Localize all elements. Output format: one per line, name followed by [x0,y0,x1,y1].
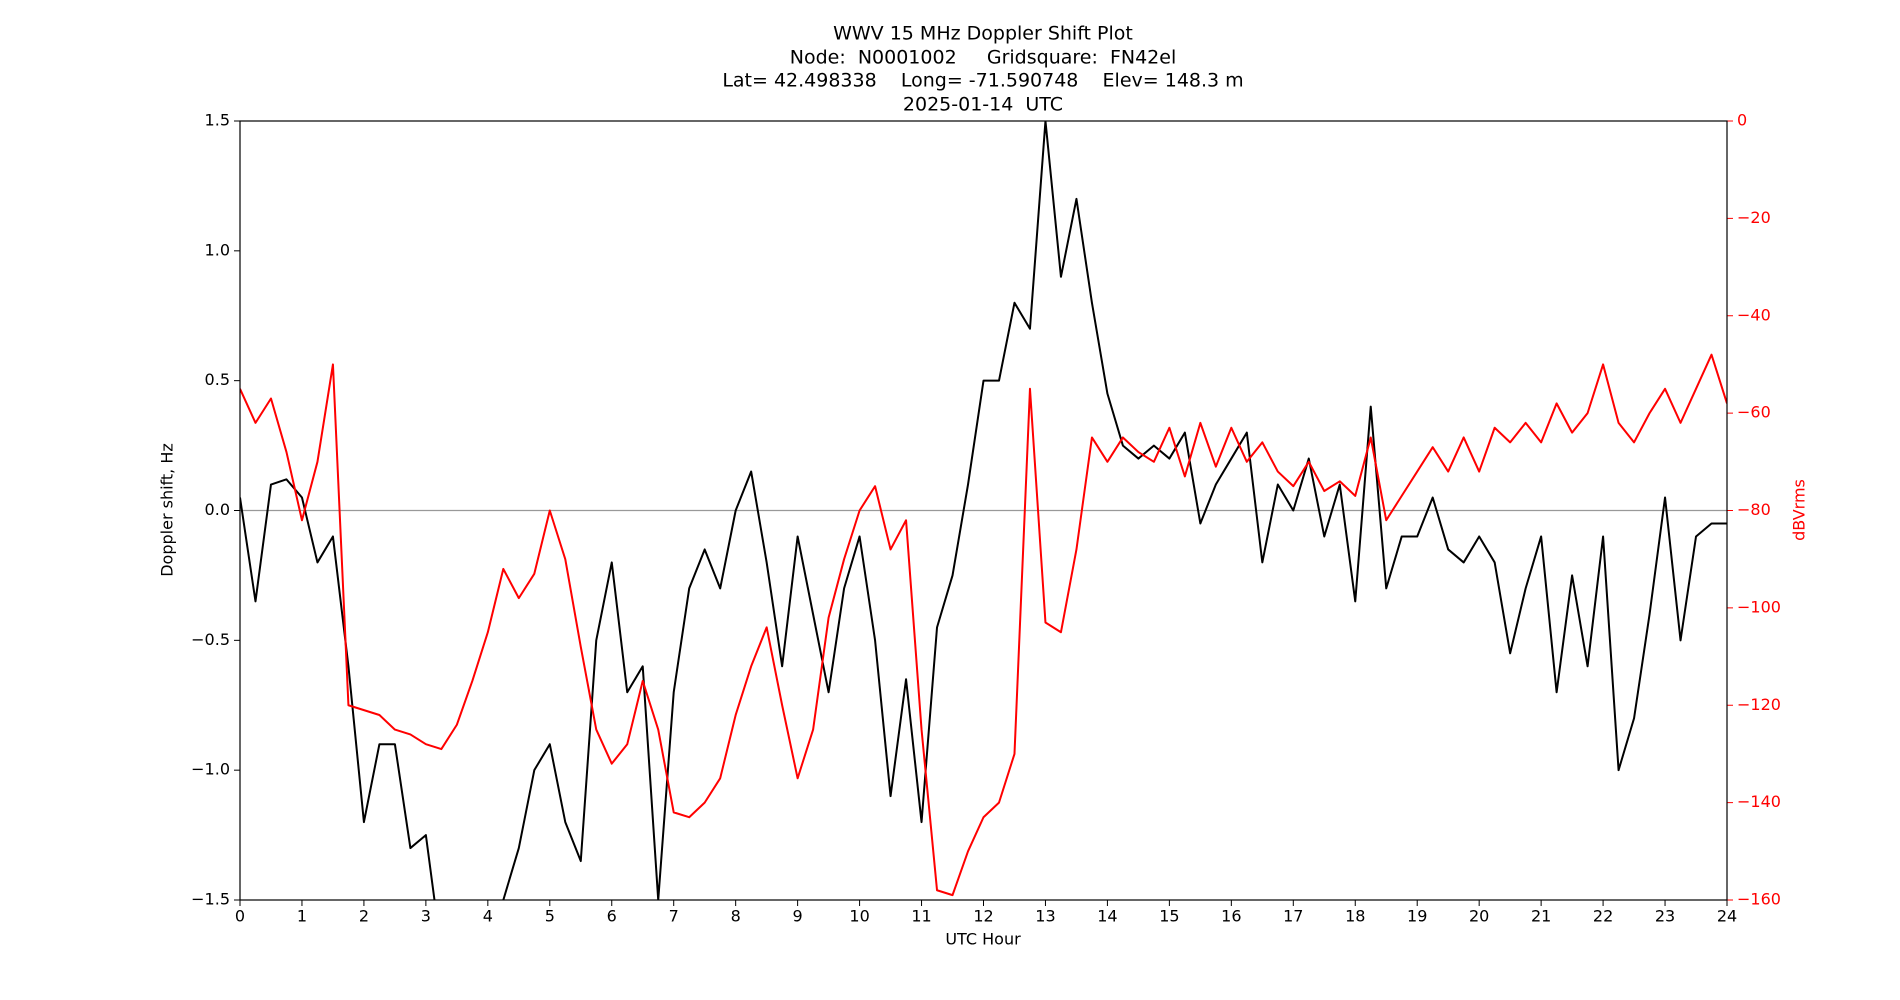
y-tick-label: 0.0 [205,500,230,519]
plot-frame [239,120,1728,901]
x-tick-label: 17 [1283,907,1303,926]
x-tick-label: 4 [483,907,493,926]
y-tick-label: −1.5 [191,890,230,909]
x-tick-label: 11 [911,907,931,926]
y2-tick-label: −100 [1737,597,1781,616]
y2-tick-label: −20 [1737,208,1771,227]
x-tick-label: 2 [359,907,369,926]
y2-tick-label: −80 [1737,500,1771,519]
x-tick-label: 15 [1159,907,1179,926]
y2-axis-label: dBVrms [1790,479,1809,541]
x-tick-label: 18 [1345,907,1365,926]
chart-subtitle: 2025-01-14 UTC [903,94,1063,116]
y-tick-label: 0.5 [205,370,230,389]
y2-tick-label: 0 [1737,111,1747,130]
x-tick-label: 6 [607,907,617,926]
y2-tick-label: −40 [1737,305,1771,324]
y2-tick-label: −120 [1737,695,1781,714]
x-tick-label: 8 [731,907,741,926]
chart-title: WWV 15 MHz Doppler Shift Plot [833,23,1133,45]
x-tick-label: 3 [421,907,431,926]
x-tick-label: 1 [297,907,307,926]
x-tick-label: 5 [545,907,555,926]
data-line [240,121,1727,900]
data-line [240,353,1727,897]
y2-tick-label: −160 [1737,890,1781,909]
y-axis-label: Doppler shift, Hz [158,443,177,577]
x-tick-label: 20 [1469,907,1489,926]
x-tick-label: 13 [1035,907,1055,926]
y-tick-label: −1.0 [191,760,230,779]
x-tick-label: 9 [793,907,803,926]
x-tick-label: 21 [1531,907,1551,926]
x-tick-label: 22 [1593,907,1613,926]
plot-area [240,121,1727,900]
x-tick-label: 23 [1655,907,1675,926]
x-tick-label: 7 [669,907,679,926]
y2-tick-label: −60 [1737,403,1771,422]
x-tick-label: 10 [849,907,869,926]
x-tick-label: 16 [1221,907,1241,926]
y2-tick-label: −140 [1737,792,1781,811]
y-tick-label: 1.0 [205,240,230,259]
chart-subtitle: Node: N0001002 Gridsquare: FN42el [790,47,1176,69]
y-tick-label: 1.5 [205,111,230,130]
chart-subtitle: Lat= 42.498338 Long= -71.590748 Elev= 14… [722,70,1243,92]
x-tick-label: 24 [1717,907,1737,926]
x-axis-label: UTC Hour [945,930,1021,949]
x-tick-label: 14 [1097,907,1117,926]
y-tick-label: −0.5 [191,630,230,649]
x-tick-label: 12 [973,907,993,926]
x-tick-label: 0 [235,907,245,926]
x-tick-label: 19 [1407,907,1427,926]
